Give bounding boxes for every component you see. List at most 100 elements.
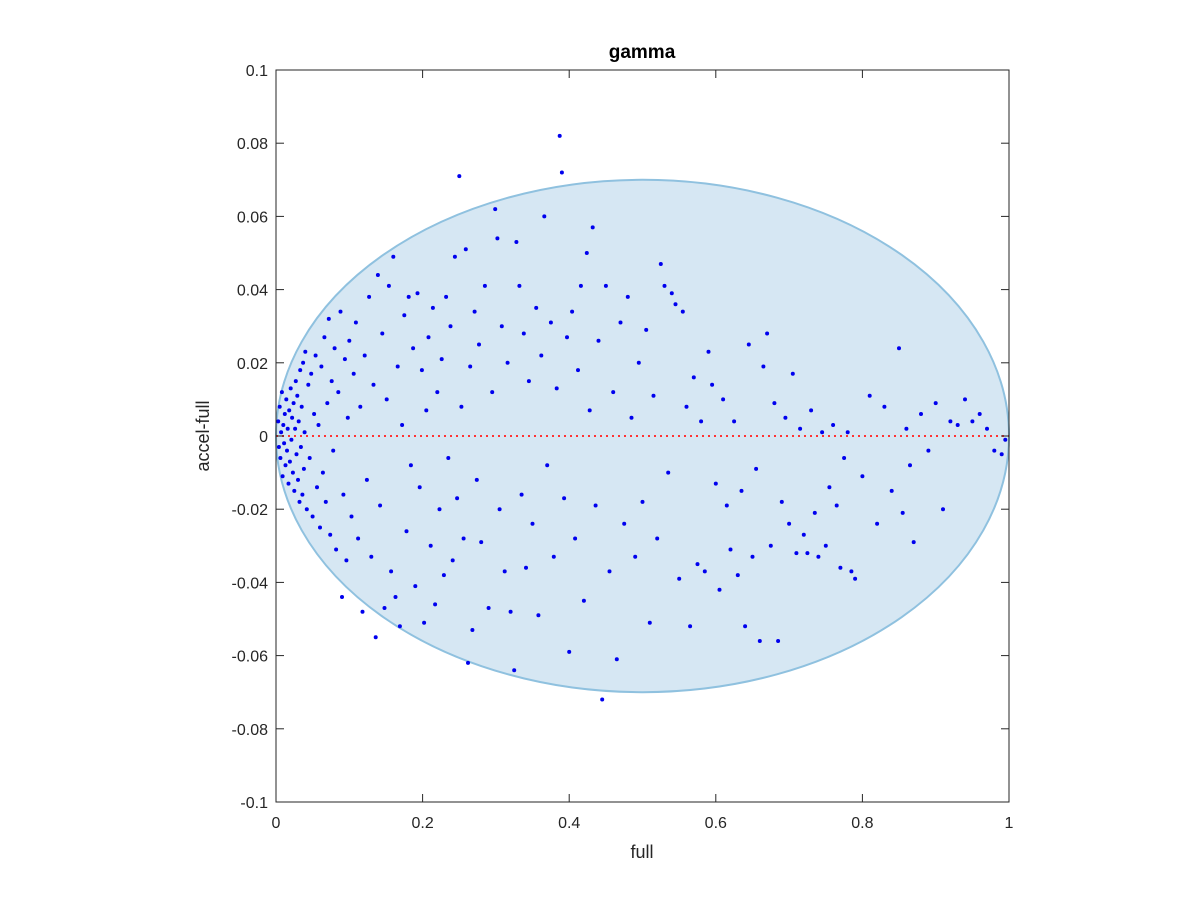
data-point (633, 554, 638, 559)
data-point (831, 423, 836, 427)
data-point (389, 569, 394, 574)
data-point (278, 456, 283, 460)
data-point (904, 426, 909, 431)
data-point (1003, 437, 1008, 442)
data-point (285, 426, 290, 431)
data-point (805, 551, 810, 556)
data-point (345, 415, 350, 420)
data-point (658, 262, 663, 266)
data-point (985, 426, 989, 431)
data-point (750, 554, 755, 559)
data-point (502, 569, 507, 574)
data-point (651, 393, 656, 398)
data-point (316, 423, 321, 427)
data-point (669, 291, 674, 296)
data-point (296, 419, 301, 424)
data-point (332, 346, 337, 351)
data-point (508, 609, 513, 614)
y-axis-label: accel-full (193, 400, 213, 471)
data-point (290, 415, 295, 420)
data-point (415, 291, 420, 296)
data-point (369, 554, 374, 559)
x-tick-label: 1 (1005, 815, 1014, 832)
data-point (662, 283, 667, 288)
data-point (455, 496, 460, 501)
data-point (450, 558, 455, 563)
data-point (512, 668, 517, 673)
data-point (838, 565, 843, 570)
data-point (845, 430, 850, 435)
data-point (320, 470, 325, 475)
data-point (322, 335, 327, 340)
data-point (294, 452, 299, 457)
data-point (326, 316, 331, 321)
data-point (867, 393, 872, 398)
data-point (919, 412, 923, 416)
data-point (702, 569, 707, 574)
data-point (559, 170, 564, 175)
y-tick-label: 0 (259, 429, 268, 446)
data-point (446, 456, 451, 460)
data-point (600, 697, 605, 702)
data-point (721, 397, 726, 402)
data-point (596, 338, 601, 343)
data-point (341, 492, 346, 497)
data-point (647, 620, 652, 625)
y-tick-label: 0.08 (237, 136, 268, 153)
data-point (882, 404, 887, 409)
data-point (713, 481, 718, 486)
data-point (313, 353, 318, 358)
data-point (735, 573, 740, 578)
data-point (287, 459, 292, 464)
data-point (408, 463, 413, 468)
data-point (570, 309, 575, 314)
data-point (290, 470, 295, 475)
data-point (977, 412, 982, 416)
data-point (757, 639, 762, 643)
x-tick-label: 0.4 (558, 815, 580, 832)
data-point (309, 371, 314, 376)
data-point (530, 521, 535, 526)
data-point (823, 543, 828, 548)
data-point (517, 283, 522, 288)
y-tick-label: -0.08 (232, 722, 269, 739)
data-point (395, 364, 400, 369)
data-point (842, 456, 847, 460)
data-point (567, 649, 572, 654)
data-point (347, 338, 352, 343)
data-point (312, 412, 317, 416)
data-point (424, 408, 429, 413)
data-point (298, 368, 303, 373)
data-point (402, 313, 407, 318)
data-point (790, 371, 795, 376)
data-point (691, 375, 696, 380)
data-point (362, 353, 367, 358)
data-point (688, 624, 693, 629)
data-point (393, 595, 398, 599)
data-point (304, 507, 309, 512)
data-point (493, 207, 498, 212)
data-point (295, 393, 300, 398)
data-point (334, 547, 339, 552)
data-point (422, 620, 427, 625)
data-point (289, 437, 294, 442)
data-point (356, 536, 361, 541)
data-point (963, 397, 967, 402)
data-point (298, 445, 303, 449)
data-point (378, 503, 383, 508)
data-point (382, 606, 387, 610)
data-point (375, 273, 380, 277)
y-tick-label: -0.1 (240, 795, 268, 812)
data-point (834, 503, 839, 508)
y-tick-label: 0.04 (237, 283, 268, 300)
data-point (281, 423, 286, 427)
data-point (776, 639, 781, 643)
data-point (323, 499, 328, 504)
data-point (293, 379, 298, 384)
data-point (319, 364, 324, 369)
data-point (404, 529, 409, 534)
data-point (411, 346, 416, 351)
x-tick-label: 0 (272, 815, 281, 832)
data-point (629, 415, 634, 420)
data-point (827, 485, 832, 490)
